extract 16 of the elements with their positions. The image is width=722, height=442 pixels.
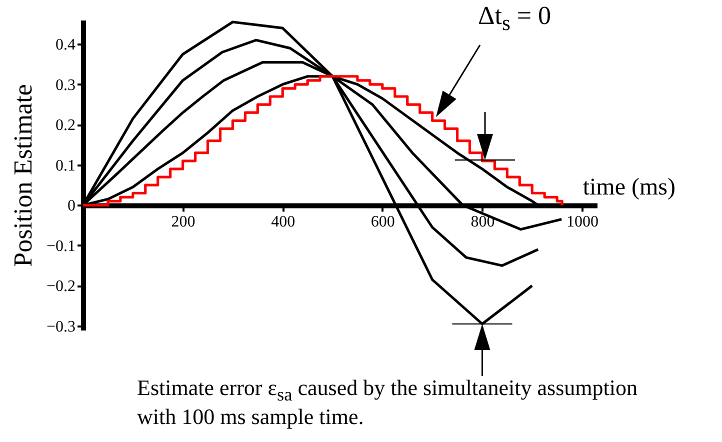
x-tick-label: 600 [370, 214, 395, 231]
annotation: Estimate error ε$_{sa}$ caused by the simultaneity assumption with 100 ms sample time. [137, 375, 638, 429]
y-tick-label: −0.3 [46, 318, 76, 336]
x-tick-label: 400 [271, 214, 296, 231]
y-tick-label: −0.1 [46, 238, 76, 255]
y-tick-label: −0.2 [46, 278, 76, 296]
y-tick-label: 0.4 [56, 36, 76, 54]
y-tick-label: 0.2 [56, 117, 76, 134]
y-tick-label: 0 [68, 198, 76, 215]
x-axis-title: time (ms) [582, 174, 676, 201]
y-tick-label: 0.1 [56, 157, 76, 174]
x-tick-label: 200 [171, 214, 196, 231]
y-axis-title: Position Estimate [8, 84, 38, 267]
annotation: Δt$_{s}$ = 0 [478, 1, 552, 36]
x-tick-label: 1000 [566, 214, 599, 231]
y-tick-label: 0.3 [56, 76, 76, 94]
